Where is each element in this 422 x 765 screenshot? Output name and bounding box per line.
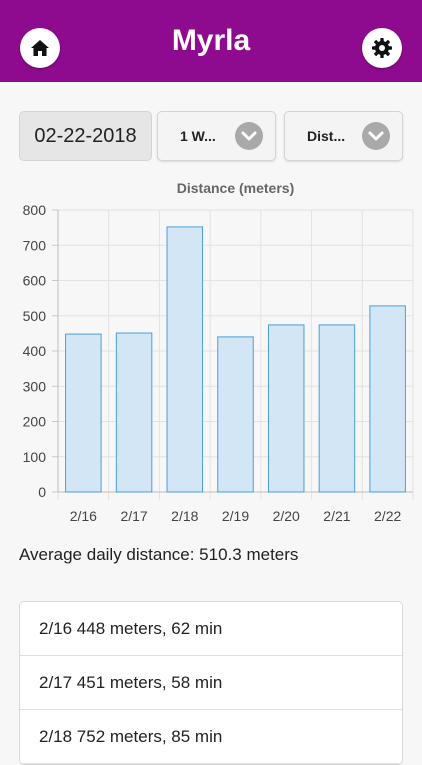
bar-2-18 (166, 226, 204, 493)
list-item[interactable]: 2/18 752 meters, 85 min (20, 710, 402, 764)
average-distance-text: Average daily distance: 510.3 meters (19, 545, 299, 564)
x-tick-label: 2/22 (374, 508, 401, 524)
y-tick-label: 200 (23, 414, 47, 430)
date-input[interactable]: 02-22-2018 (19, 111, 152, 161)
x-tick-label: 2/21 (323, 508, 350, 524)
chart-title: Distance (meters) (177, 180, 295, 196)
bar-2-20 (267, 324, 305, 493)
range-select[interactable]: 1 W... (157, 111, 276, 161)
list-item[interactable]: 2/17 451 meters, 58 min (20, 656, 402, 710)
chevron-down-icon (362, 122, 390, 150)
y-tick-label: 600 (23, 273, 47, 289)
entries-list: 2/16 448 meters, 62 min 2/17 451 meters,… (19, 601, 403, 765)
distance-chart: Distance (meters) 0 100 200 300 400 500 600 700 8… (0, 176, 422, 536)
y-tick-label: 100 (23, 449, 47, 465)
settings-button[interactable] (362, 28, 402, 68)
bar-2-21 (318, 324, 356, 493)
range-select-label: 1 W... (180, 128, 216, 144)
home-button[interactable] (20, 28, 60, 68)
x-tick-label: 2/16 (70, 508, 97, 524)
chevron-down-icon (235, 122, 263, 150)
y-tick-label: 300 (23, 378, 47, 394)
y-tick-label: 500 (23, 308, 47, 324)
x-tick-label: 2/19 (222, 508, 249, 524)
chart-svg: Distance (meters) 0 100 200 300 400 500 600 700 8… (23, 180, 414, 524)
metric-select[interactable]: Dist... (284, 111, 403, 161)
y-tick-label: 400 (23, 343, 47, 359)
bar-2-22 (369, 305, 406, 493)
bar-2-16 (65, 333, 102, 493)
bar-2-19 (217, 336, 254, 493)
filter-controls: 02-22-2018 1 W... Dist... (19, 111, 403, 161)
gear-icon (372, 38, 392, 58)
app-title: Myrla (171, 24, 251, 57)
y-tick-label: 800 (23, 202, 47, 218)
bar-2-17 (115, 332, 153, 493)
home-icon (31, 40, 49, 56)
x-tick-label: 2/18 (171, 508, 198, 524)
metric-select-label: Dist... (307, 128, 346, 144)
list-item[interactable]: 2/16 448 meters, 62 min (20, 602, 402, 656)
app-header: Myrla (0, 0, 422, 82)
x-tick-label: 2/20 (273, 508, 300, 524)
x-tick-label: 2/17 (120, 508, 147, 524)
y-tick-label: 0 (38, 484, 46, 500)
y-tick-label: 700 (23, 237, 47, 253)
